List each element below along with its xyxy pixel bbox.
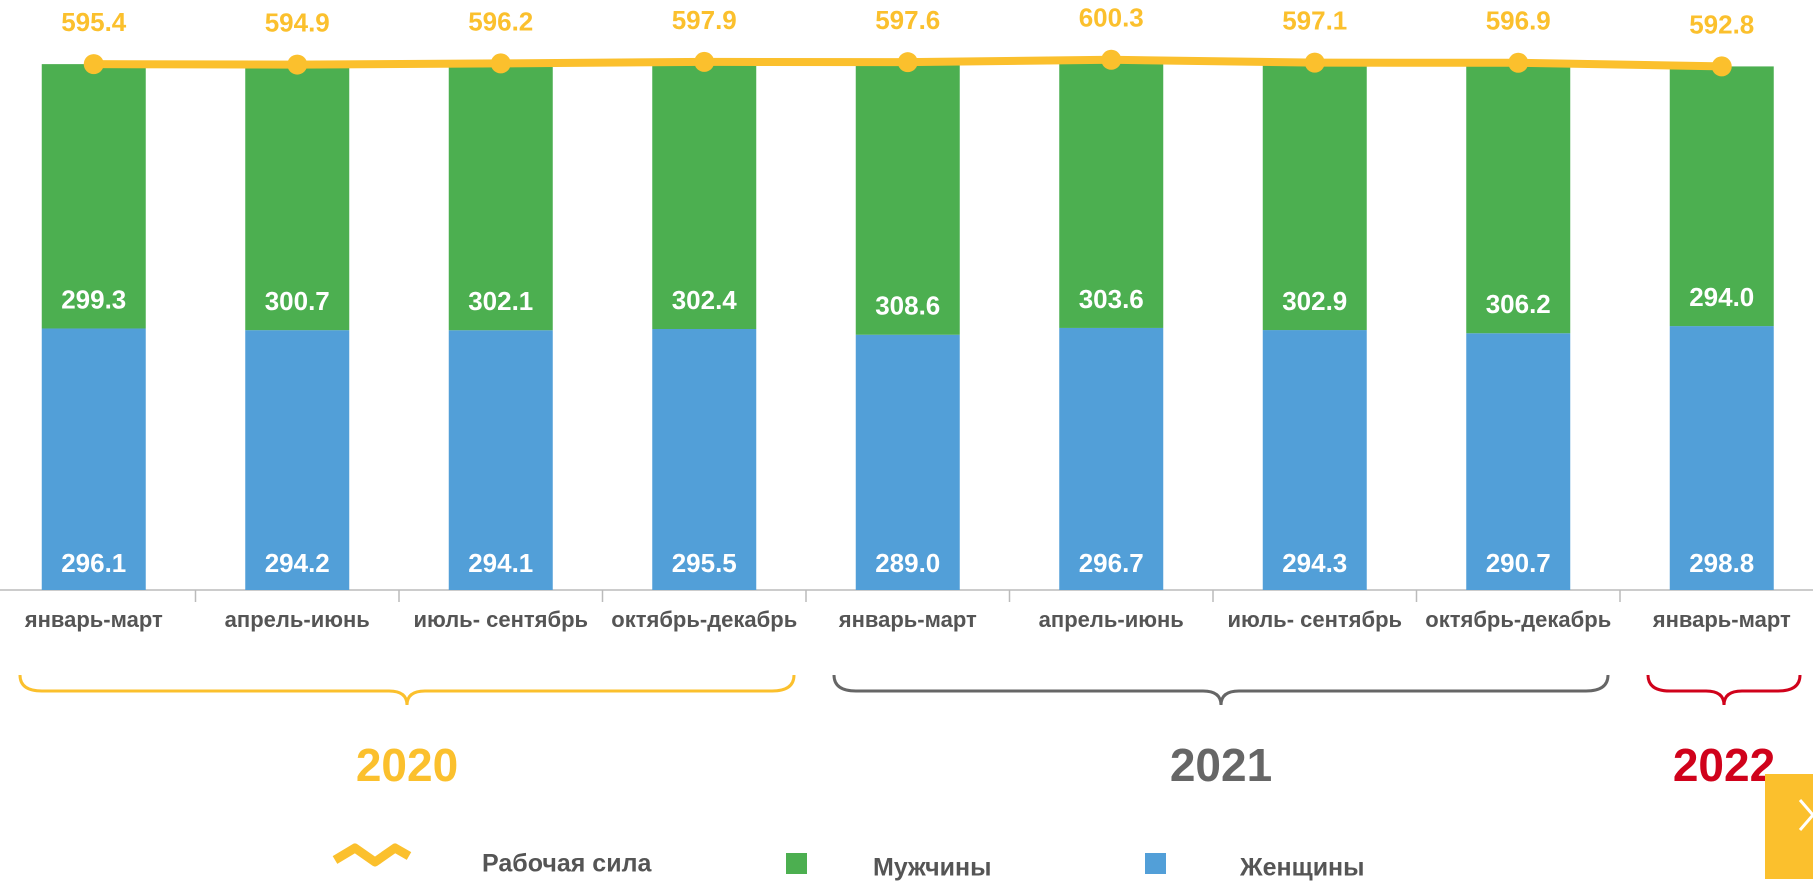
data-label: 299.3	[61, 284, 126, 314]
next-button[interactable]	[1765, 774, 1813, 879]
year-brace	[1646, 674, 1802, 706]
data-label: 306.2	[1486, 289, 1551, 319]
data-label: 296.7	[1079, 548, 1144, 578]
bar-segment	[41, 64, 146, 329]
legend-label: Женщины	[1239, 854, 1365, 882]
line-label: 596.9	[1486, 6, 1551, 36]
line-point	[490, 53, 511, 74]
line-point	[694, 51, 715, 72]
bar-segment	[245, 330, 350, 590]
button-chevron[interactable]	[1798, 799, 1813, 831]
bar-segment	[1059, 327, 1164, 590]
data-label: 290.7	[1486, 548, 1551, 578]
year-label: 2021	[1170, 739, 1272, 791]
bar-segment	[855, 334, 960, 590]
line-point	[1711, 56, 1732, 77]
data-label: 294.2	[265, 548, 330, 578]
legend-swatch	[786, 853, 807, 874]
data-label: 298.8	[1689, 548, 1754, 578]
line-label: 592.8	[1689, 9, 1754, 39]
line-point	[83, 54, 104, 75]
bar-segment	[1466, 333, 1571, 590]
data-label: 294.1	[468, 548, 533, 578]
bar-segment	[448, 63, 553, 331]
line-label: 595.4	[61, 7, 127, 37]
data-label: 308.6	[875, 291, 940, 321]
legend-swatch	[1145, 853, 1166, 874]
data-label: 295.5	[672, 548, 737, 578]
x-tick-label: январь-март	[24, 607, 163, 632]
legend-label: Мужчины	[873, 854, 991, 882]
line-point	[897, 52, 918, 73]
data-label: 300.7	[265, 286, 330, 316]
data-label: 303.6	[1079, 284, 1144, 314]
data-label: 302.9	[1282, 286, 1347, 316]
bar-segment	[1262, 330, 1367, 590]
bar-segment	[1262, 62, 1367, 331]
line-label: 597.1	[1282, 5, 1347, 35]
bar-segment	[245, 64, 350, 331]
legend-line	[332, 843, 412, 867]
x-tick-label: октябрь-декабрь	[1425, 607, 1611, 632]
x-tick-label: июль- сентябрь	[1227, 607, 1402, 632]
bar-segment	[1059, 59, 1164, 328]
bar-segment	[855, 62, 960, 335]
year-brace	[832, 674, 1610, 706]
x-tick-label: январь-март	[1652, 607, 1791, 632]
data-label: 294.3	[1282, 548, 1347, 578]
line-label: 594.9	[265, 7, 330, 37]
year-label: 2022	[1673, 739, 1775, 791]
line-point	[1304, 52, 1325, 73]
bar-segment	[652, 61, 757, 330]
x-tick-label: октябрь-декабрь	[611, 607, 797, 632]
year-label: 2020	[356, 739, 458, 791]
year-brace	[18, 674, 796, 706]
x-tick-label: апрель-июнь	[1039, 607, 1184, 632]
bar-segment	[1669, 66, 1774, 327]
data-label: 302.1	[468, 286, 533, 316]
data-label: 296.1	[61, 548, 126, 578]
line-label: 596.2	[468, 6, 533, 36]
bar-segment	[1669, 326, 1774, 590]
line-label: 600.3	[1079, 3, 1144, 33]
x-tick-label: январь-март	[838, 607, 977, 632]
line-point	[1101, 49, 1122, 70]
data-label: 294.0	[1689, 282, 1754, 312]
data-label: 302.4	[672, 285, 738, 315]
bar-segment	[41, 328, 146, 590]
line-point	[287, 54, 308, 75]
legend-label: Рабочая сила	[482, 850, 652, 878]
button-background[interactable]	[1765, 774, 1813, 879]
line-point	[1508, 52, 1529, 73]
line-label: 597.9	[672, 5, 737, 35]
x-tick-label: июль- сентябрь	[413, 607, 588, 632]
bar-segment	[652, 329, 757, 590]
bar-segment	[1466, 62, 1571, 334]
x-tick-label: апрель-июнь	[225, 607, 370, 632]
line-label: 597.6	[875, 5, 940, 35]
data-label: 289.0	[875, 548, 940, 578]
bar-segment	[448, 330, 553, 590]
